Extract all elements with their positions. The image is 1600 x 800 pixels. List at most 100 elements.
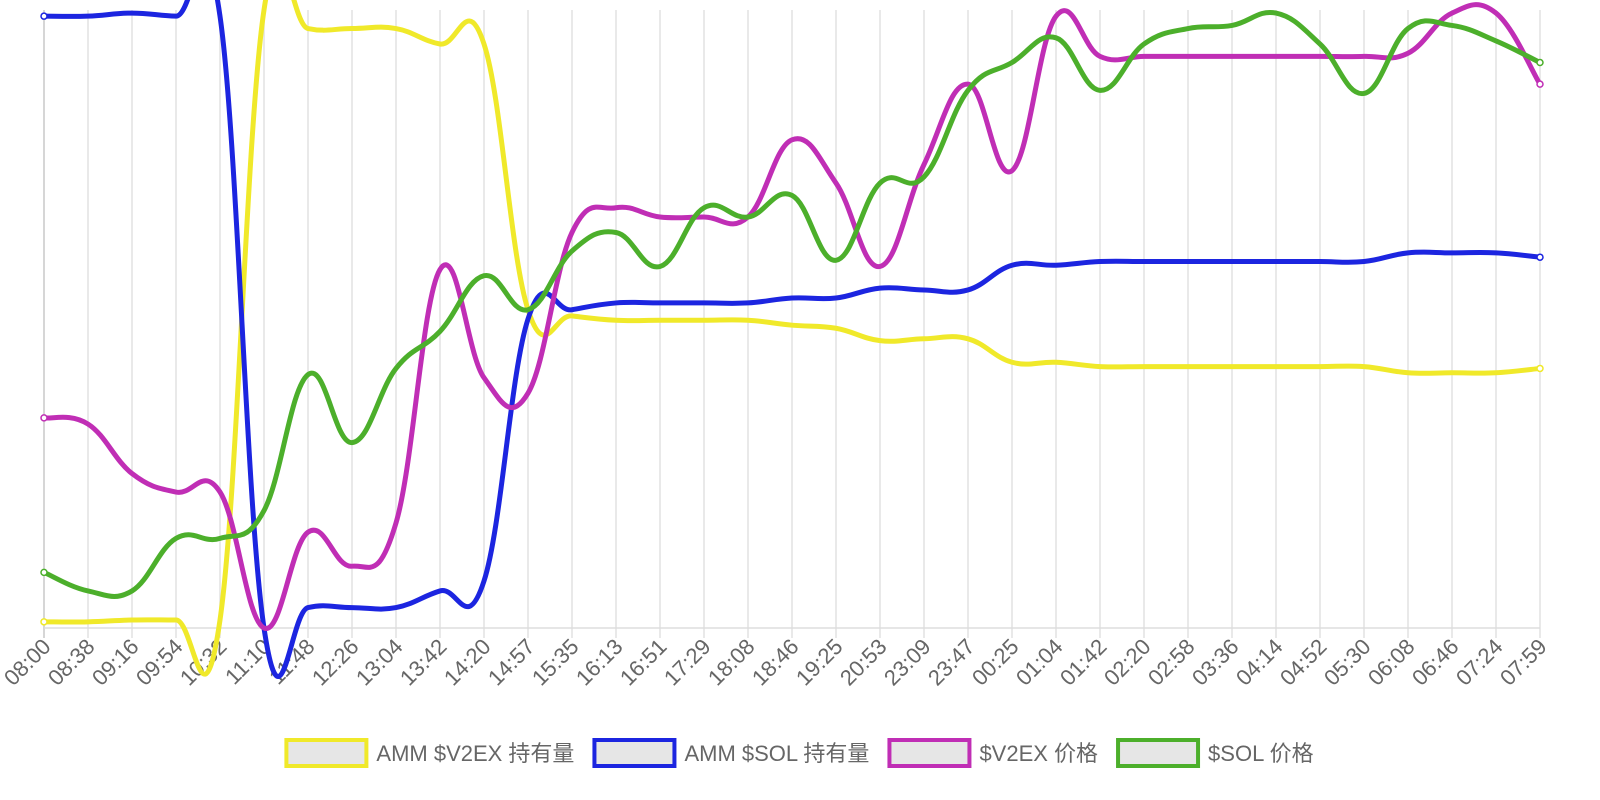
data-point[interactable]	[218, 617, 222, 622]
data-point[interactable]	[482, 375, 486, 380]
data-point[interactable]	[1054, 263, 1058, 268]
data-point[interactable]	[1010, 263, 1014, 268]
data-point[interactable]	[482, 41, 486, 46]
data-point[interactable]	[966, 287, 970, 292]
data-point[interactable]	[438, 41, 442, 46]
data-point[interactable]	[1098, 259, 1102, 264]
data-point[interactable]	[1450, 23, 1454, 28]
data-point[interactable]	[1318, 364, 1322, 369]
data-point[interactable]	[1450, 250, 1454, 255]
data-point[interactable]	[1098, 54, 1102, 59]
data-point[interactable]	[922, 287, 926, 292]
data-point[interactable]	[130, 11, 134, 16]
data-point[interactable]	[262, 508, 266, 513]
data-point[interactable]	[350, 564, 354, 569]
data-point[interactable]	[1406, 250, 1410, 255]
data-point[interactable]	[394, 26, 398, 31]
data-point[interactable]	[702, 205, 706, 210]
data-point[interactable]	[790, 323, 794, 328]
data-point[interactable]	[1362, 364, 1366, 369]
data-point[interactable]	[614, 205, 618, 210]
data-point[interactable]	[218, 536, 222, 541]
data-point[interactable]	[86, 14, 90, 19]
legend-item-2[interactable]: AMM $SOL 持有量	[592, 738, 869, 768]
data-point[interactable]	[40, 618, 48, 626]
data-point[interactable]	[570, 249, 574, 254]
data-point[interactable]	[1536, 80, 1544, 88]
data-point[interactable]	[1494, 11, 1498, 16]
data-point[interactable]	[1230, 54, 1234, 59]
data-point[interactable]	[482, 579, 486, 584]
legend-item-4[interactable]: $SOL 价格	[1116, 738, 1314, 768]
data-point[interactable]	[614, 318, 618, 323]
data-point[interactable]	[1186, 364, 1190, 369]
data-point[interactable]	[1186, 54, 1190, 59]
data-point[interactable]	[702, 215, 706, 220]
data-point[interactable]	[1362, 54, 1366, 59]
data-point[interactable]	[306, 530, 310, 535]
data-point[interactable]	[790, 193, 794, 198]
data-point[interactable]	[922, 162, 926, 167]
data-point[interactable]	[1054, 360, 1058, 365]
data-point[interactable]	[1098, 88, 1102, 93]
data-point[interactable]	[834, 295, 838, 300]
data-point[interactable]	[1230, 23, 1234, 28]
data-point[interactable]	[482, 273, 486, 278]
data-point[interactable]	[174, 536, 178, 541]
data-point[interactable]	[1406, 26, 1410, 31]
data-point[interactable]	[834, 181, 838, 186]
data-point[interactable]	[1406, 370, 1410, 375]
data-point[interactable]	[40, 12, 48, 20]
data-point[interactable]	[658, 300, 662, 305]
data-point[interactable]	[1362, 259, 1366, 264]
data-point[interactable]	[1362, 91, 1366, 96]
data-point[interactable]	[40, 568, 48, 577]
data-point[interactable]	[878, 181, 882, 186]
data-point[interactable]	[394, 605, 398, 610]
data-point[interactable]	[174, 617, 178, 622]
data-point[interactable]	[966, 88, 970, 93]
data-point[interactable]	[1450, 370, 1454, 375]
data-point[interactable]	[1274, 11, 1278, 16]
data-point[interactable]	[438, 267, 442, 272]
data-point[interactable]	[86, 619, 90, 624]
data-point[interactable]	[570, 313, 574, 318]
data-point[interactable]	[1010, 360, 1014, 365]
data-point[interactable]	[878, 264, 882, 269]
data-point[interactable]	[1406, 51, 1410, 56]
data-point[interactable]	[1536, 364, 1544, 373]
data-point[interactable]	[658, 318, 662, 323]
data-point[interactable]	[1318, 41, 1322, 46]
data-point[interactable]	[702, 318, 706, 323]
data-point[interactable]	[1318, 54, 1322, 59]
legend-item-1[interactable]: AMM $V2EX 持有量	[284, 738, 574, 768]
data-point[interactable]	[130, 588, 134, 593]
data-point[interactable]	[1536, 253, 1544, 261]
data-point[interactable]	[790, 295, 794, 300]
data-point[interactable]	[1142, 364, 1146, 369]
legend-item-3[interactable]: $V2EX 价格	[887, 738, 1098, 768]
data-point[interactable]	[1450, 11, 1454, 16]
data-point[interactable]	[1494, 370, 1498, 375]
data-point[interactable]	[1274, 364, 1278, 369]
data-point[interactable]	[1010, 168, 1014, 173]
data-point[interactable]	[218, 490, 222, 495]
data-point[interactable]	[1054, 14, 1058, 19]
data-point[interactable]	[834, 258, 838, 263]
data-point[interactable]	[306, 372, 310, 377]
data-point[interactable]	[746, 300, 750, 305]
data-point[interactable]	[174, 490, 178, 495]
data-point[interactable]	[1318, 259, 1322, 264]
data-point[interactable]	[658, 264, 662, 269]
data-point[interactable]	[878, 338, 882, 343]
data-point[interactable]	[1142, 41, 1146, 46]
data-point[interactable]	[86, 588, 90, 593]
data-point[interactable]	[922, 336, 926, 341]
data-point[interactable]	[614, 300, 618, 305]
data-point[interactable]	[570, 230, 574, 235]
data-point[interactable]	[1054, 35, 1058, 40]
data-point[interactable]	[746, 215, 750, 220]
data-point[interactable]	[40, 414, 48, 422]
data-point[interactable]	[350, 26, 354, 31]
data-point[interactable]	[966, 336, 970, 341]
